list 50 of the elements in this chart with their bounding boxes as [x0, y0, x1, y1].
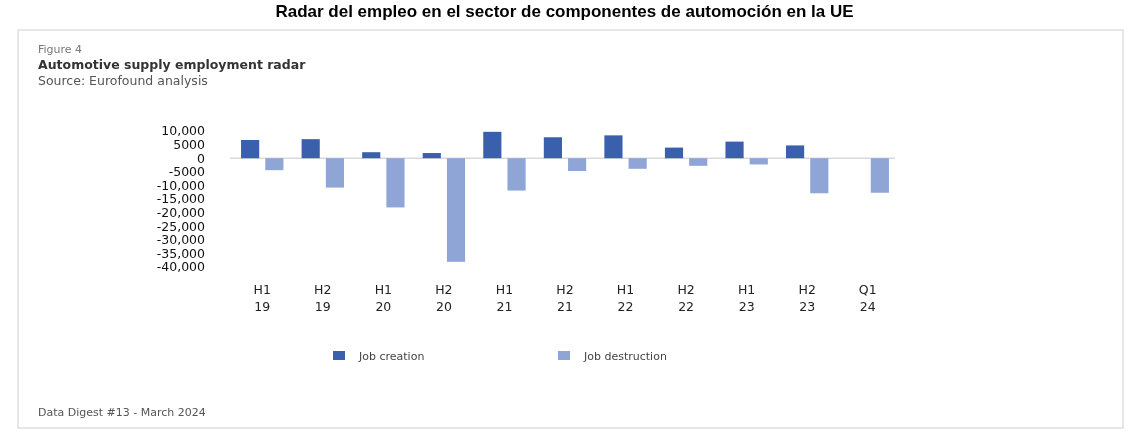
- bar: [810, 158, 829, 194]
- x-tick-label: H1 22: [616, 282, 635, 314]
- legend-label: Job creation: [358, 349, 425, 363]
- bar: [543, 137, 562, 159]
- y-tick-label: -30,000: [156, 232, 206, 248]
- bar: [325, 158, 344, 188]
- bar: [749, 158, 768, 165]
- bar: [362, 152, 381, 159]
- y-tick-label: -15,000: [156, 191, 206, 207]
- y-tick-label: -25,000: [156, 218, 206, 234]
- bar: [301, 139, 320, 159]
- x-tick-label: H1 23: [737, 282, 756, 314]
- legend-label: Job destruction: [583, 349, 667, 363]
- y-tick-label: -5000: [168, 164, 206, 180]
- bar: [386, 158, 405, 208]
- bar: [725, 141, 744, 159]
- x-tick-label: H2 23: [798, 282, 816, 314]
- y-tick-label: 10,000: [161, 123, 206, 139]
- bar: [568, 158, 587, 171]
- bar: [604, 135, 623, 159]
- x-tick-label: H1 20: [374, 282, 393, 314]
- text: Data Digest #13 - March 2024: [38, 406, 206, 419]
- bar: [265, 158, 284, 171]
- x-tick-label: H1 19: [253, 282, 271, 314]
- bar: [241, 139, 260, 159]
- chart-title: Radar del empleo en el sector de componentes de automoción en la UE: [275, 2, 854, 21]
- x-tick-label: Q1 24: [858, 282, 877, 314]
- y-tick-label: -35,000: [156, 245, 206, 261]
- chart-subtitle: Automotive supply employment radar: [38, 57, 307, 72]
- bar: [483, 131, 502, 159]
- y-tick-label: -10,000: [156, 177, 206, 193]
- caption: Figure 4: [38, 43, 83, 56]
- x-tick-label: H2 22: [677, 282, 695, 314]
- bar: [507, 158, 526, 191]
- x-tick-label: H2 19: [314, 282, 332, 314]
- bar: [422, 153, 441, 159]
- source-note: Source: Eurofound analysis: [38, 73, 208, 88]
- y-tick-label: 5000: [173, 136, 206, 152]
- bar: [446, 158, 466, 262]
- x-tick-label: H1 21: [495, 282, 514, 314]
- x-tick-label: H2 21: [556, 282, 574, 314]
- y-tick-label: -40,000: [156, 259, 206, 275]
- y-tick-label: -20,000: [156, 204, 206, 220]
- bar: [786, 145, 805, 159]
- y-tick-label: 0: [197, 150, 206, 166]
- bar: [689, 158, 708, 166]
- x-tick-label: H2 20: [435, 282, 453, 314]
- bar: [664, 147, 684, 159]
- bar: [870, 158, 889, 193]
- bar: [628, 158, 647, 169]
